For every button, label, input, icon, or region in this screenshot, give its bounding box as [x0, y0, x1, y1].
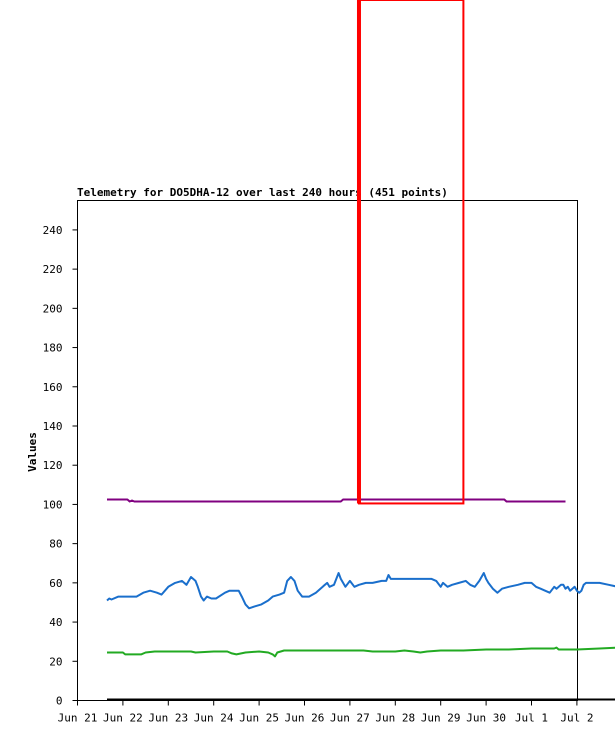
y-tick-label: 80: [49, 538, 62, 551]
overlay-layer: [356, 0, 465, 505]
x-tick-label: Jun 22: [103, 712, 143, 725]
x-tick-label: Jun 28: [375, 712, 415, 725]
series-line-2: [106, 572, 615, 610]
y-axis: 0 20 40 60 80 100 120 140 160 180 200 220 240: [43, 224, 78, 708]
x-tick-label: Jun 29: [421, 712, 461, 725]
y-tick-label: 160: [43, 381, 63, 394]
series-line-3: [107, 646, 615, 658]
x-tick-label: Jul 1: [515, 712, 548, 725]
y-tick-label: 240: [43, 224, 63, 237]
x-tick-label: Jul 2: [560, 712, 593, 725]
x-tick-label: Jun 23: [148, 712, 188, 725]
y-tick-label: 180: [43, 342, 63, 355]
plot-frame: [77, 200, 578, 701]
series-layer: [106, 498, 615, 701]
y-axis-label: Values: [26, 432, 39, 472]
y-tick-label: 200: [43, 302, 63, 315]
x-tick-label: Jun 30: [466, 712, 506, 725]
series-line-1: [107, 498, 566, 503]
chart-title: Telemetry for DO5DHA-12 over last 240 ho…: [77, 186, 448, 199]
x-tick-label: Jun 25: [239, 712, 279, 725]
highlight-box: [357, 0, 465, 505]
y-tick-label: 0: [56, 695, 63, 708]
x-axis: Jun 21 Jun 22 Jun 23 Jun 24 Jun 25 Jun 26 Jun …: [58, 700, 593, 725]
y-tick-label: 40: [49, 616, 62, 629]
x-tick-label: Jun 27: [330, 712, 370, 725]
y-tick-label: 140: [43, 420, 63, 433]
x-tick-label: Jun 24: [194, 712, 234, 725]
y-tick-label: 100: [43, 498, 63, 511]
y-tick-label: 20: [49, 655, 62, 668]
y-tick-label: 60: [49, 577, 62, 590]
x-tick-label: Jun 26: [285, 712, 325, 725]
x-tick-label: Jun 21: [58, 712, 98, 725]
y-tick-label: 220: [43, 263, 63, 276]
y-tick-label: 120: [43, 459, 63, 472]
